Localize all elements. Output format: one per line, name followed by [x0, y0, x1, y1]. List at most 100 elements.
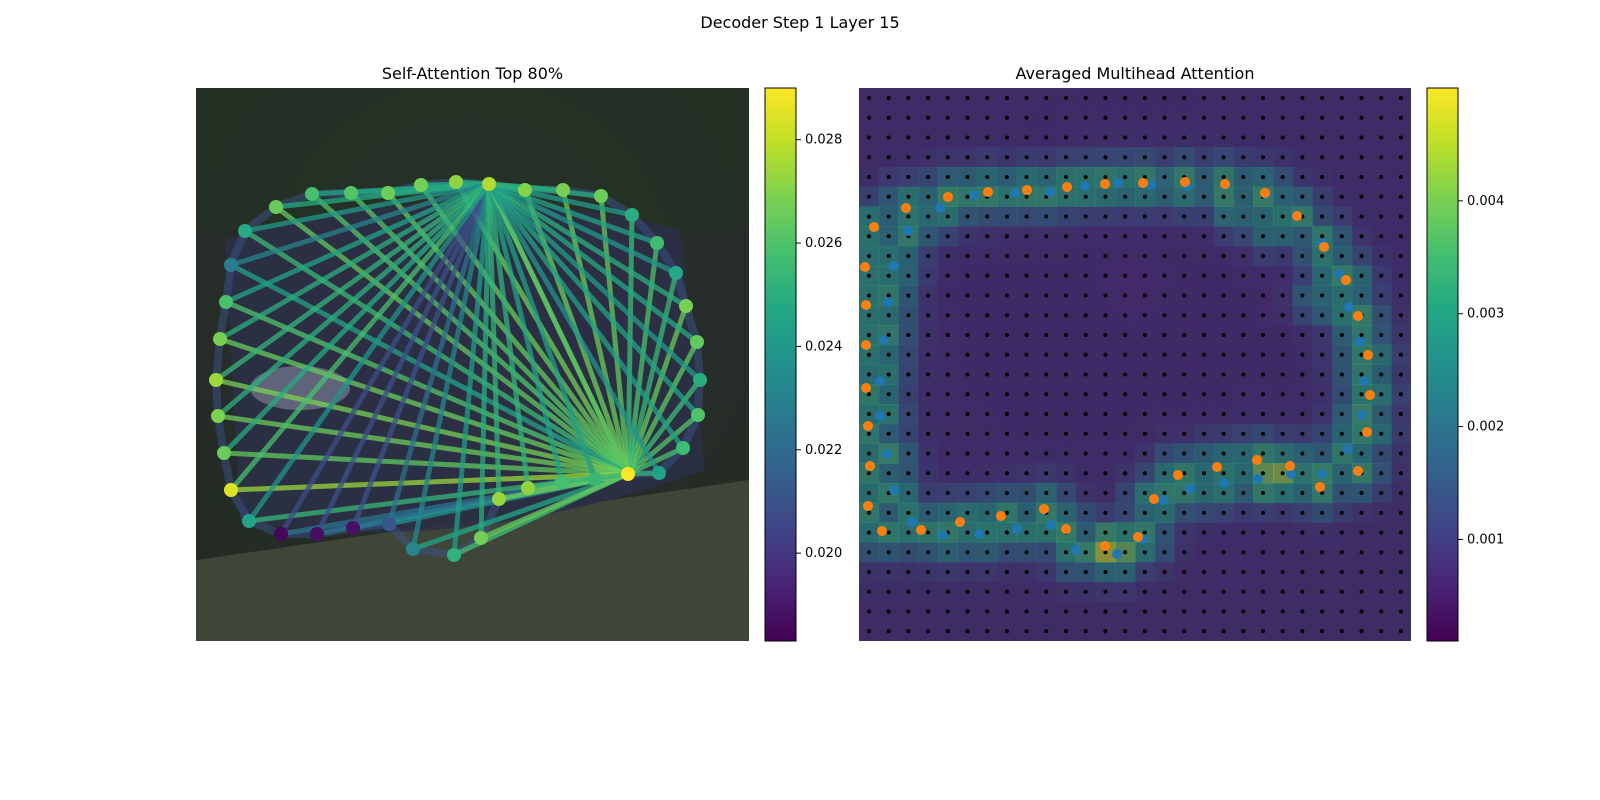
grid-dot [1064, 570, 1068, 574]
blue-point [1045, 187, 1055, 197]
figure-suptitle: Decoder Step 1 Layer 15 [700, 13, 900, 32]
grid-dot [945, 412, 950, 416]
grid-dot [1083, 510, 1088, 515]
grid-dot [1241, 96, 1246, 100]
keypoint [449, 175, 463, 189]
grid-dot [1182, 589, 1187, 594]
colorbar-tick-label: 0.003 [1467, 307, 1504, 322]
grid-dot [985, 550, 990, 555]
orange-point [1365, 390, 1375, 400]
grid-dot [1398, 352, 1403, 357]
keypoint [594, 189, 608, 203]
orange-point [863, 421, 873, 431]
grid-dot [1123, 589, 1128, 594]
grid-dot [1379, 214, 1384, 219]
grid-dot [1024, 155, 1029, 160]
grid-dot [1182, 372, 1187, 377]
grid-dot [1379, 609, 1384, 614]
grid-dot [1379, 491, 1384, 495]
grid-dot [1044, 392, 1049, 397]
attention-line [217, 181, 492, 342]
attention-line [213, 181, 492, 383]
grid-dot [1044, 313, 1049, 318]
grid-dot [1162, 175, 1167, 179]
grid-dot [1103, 431, 1108, 436]
grid-dot [1359, 293, 1364, 298]
grid-dot [1359, 491, 1364, 495]
grid-dot [1398, 451, 1403, 456]
attention-line [221, 181, 492, 456]
attention-line [486, 181, 631, 477]
grid-dot [1004, 313, 1009, 318]
grid-dot [886, 254, 891, 258]
attention-line [451, 181, 492, 558]
grid-dot [926, 609, 931, 614]
orange-point [1138, 178, 1148, 188]
orange-point [1022, 185, 1032, 195]
grid-dot [1123, 96, 1128, 100]
grid-dot [1359, 372, 1364, 377]
grid-dot [1064, 609, 1068, 614]
grid-dot [1004, 273, 1009, 278]
blue-point [969, 190, 979, 200]
grid-dot [1123, 451, 1128, 456]
grid-dot [1004, 451, 1009, 456]
orange-point [901, 203, 911, 213]
grid-dot [886, 609, 891, 614]
grid-dot [1261, 491, 1265, 495]
grid-dot [1064, 155, 1068, 160]
grid-dot [906, 431, 911, 436]
grid-dot [1123, 530, 1128, 535]
grid-dot [1300, 431, 1305, 436]
grid-dot [1280, 550, 1285, 555]
grid-dot [1004, 155, 1009, 160]
grid-dot [1044, 135, 1049, 140]
colorbar-tick-label: 0.022 [805, 443, 842, 458]
grid-dot [1241, 451, 1246, 456]
grid-dot [1024, 115, 1029, 120]
grid-dot [1379, 471, 1384, 476]
grid-dot [1103, 392, 1108, 397]
grid-dot [1320, 234, 1325, 239]
grid-dot [985, 214, 990, 219]
grid-dot [1339, 175, 1344, 179]
grid-dot [1123, 135, 1128, 140]
grid-dot [1339, 115, 1344, 120]
grid-dot [945, 135, 950, 140]
grid-dot [985, 510, 990, 515]
grid-dot [926, 135, 931, 140]
grid-dot [867, 194, 871, 199]
grid-dot [945, 471, 950, 476]
grid-dot [1201, 392, 1206, 397]
grid-dot [1162, 273, 1167, 278]
orange-point [1285, 461, 1295, 471]
grid-dot [1142, 214, 1147, 219]
grid-dot [1261, 609, 1265, 614]
grid-dot [1142, 609, 1147, 614]
grid-dot [1359, 234, 1364, 239]
grid-dot [1261, 451, 1265, 456]
grid-dot [1004, 550, 1009, 555]
grid-dot [1142, 412, 1147, 416]
colorbar-tick-label: 0.001 [1467, 532, 1504, 547]
grid-dot [1201, 570, 1206, 574]
grid-dot [1083, 550, 1088, 555]
keypoint [669, 266, 683, 280]
grid-dot [1339, 392, 1344, 397]
grid-dot [1162, 135, 1167, 140]
grid-dot [1024, 471, 1029, 476]
grid-dot [1280, 115, 1285, 120]
grid-dot [1103, 175, 1108, 179]
grid-dot [1320, 431, 1325, 436]
left-panel-title: Self-Attention Top 80% [381, 64, 564, 83]
grid-dot [1261, 96, 1265, 100]
keypoint [209, 373, 223, 387]
grid-dot [1280, 194, 1285, 199]
grid-dot [1300, 254, 1305, 258]
keypoint [650, 236, 664, 250]
grid-dot [985, 273, 990, 278]
grid-dot [1398, 609, 1403, 614]
grid-dot [1359, 333, 1364, 337]
grid-dot [1339, 510, 1344, 515]
grid-dot [1162, 214, 1167, 219]
